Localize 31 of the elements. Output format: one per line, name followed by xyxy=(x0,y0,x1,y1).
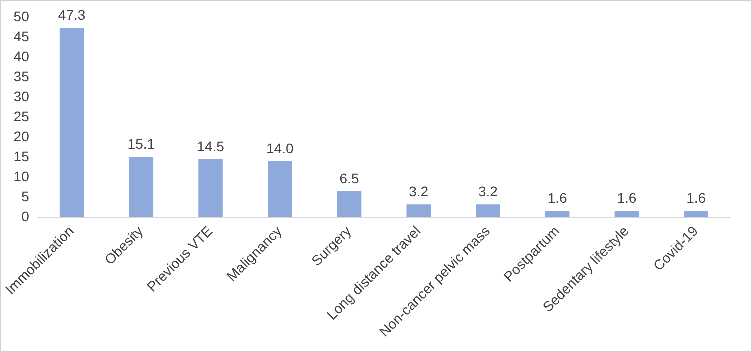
y-tick-label: 10 xyxy=(14,168,30,184)
bar xyxy=(614,211,640,218)
data-label: 3.2 xyxy=(478,184,498,200)
data-label: 14.0 xyxy=(266,140,294,156)
data-label: 6.5 xyxy=(340,170,360,186)
data-label: 1.6 xyxy=(617,190,637,206)
data-label: 1.6 xyxy=(686,190,706,206)
y-tick-label: 0 xyxy=(22,208,30,224)
y-tick-label: 25 xyxy=(14,108,30,124)
y-tick-label: 20 xyxy=(14,128,30,144)
data-label: 47.3 xyxy=(58,7,86,24)
data-label: 3.2 xyxy=(409,184,429,200)
bar xyxy=(60,28,84,218)
bar xyxy=(337,191,362,218)
data-label: 1.6 xyxy=(548,190,568,206)
y-tick-label: 5 xyxy=(22,188,30,204)
y-tick-label: 15 xyxy=(14,148,30,164)
bar xyxy=(268,161,292,218)
y-tick-label: 45 xyxy=(14,28,30,44)
data-label: 15.1 xyxy=(128,136,156,152)
bar xyxy=(545,211,570,218)
y-tick-label: 40 xyxy=(14,48,30,64)
bar xyxy=(129,157,154,218)
data-label: 14.5 xyxy=(197,138,225,154)
y-tick-label: 35 xyxy=(14,68,30,84)
y-tick-label: 30 xyxy=(14,88,30,104)
bar xyxy=(406,204,432,218)
bar xyxy=(198,159,223,218)
y-tick-label: 50 xyxy=(14,8,30,24)
bar xyxy=(684,211,708,218)
bar xyxy=(476,204,500,218)
